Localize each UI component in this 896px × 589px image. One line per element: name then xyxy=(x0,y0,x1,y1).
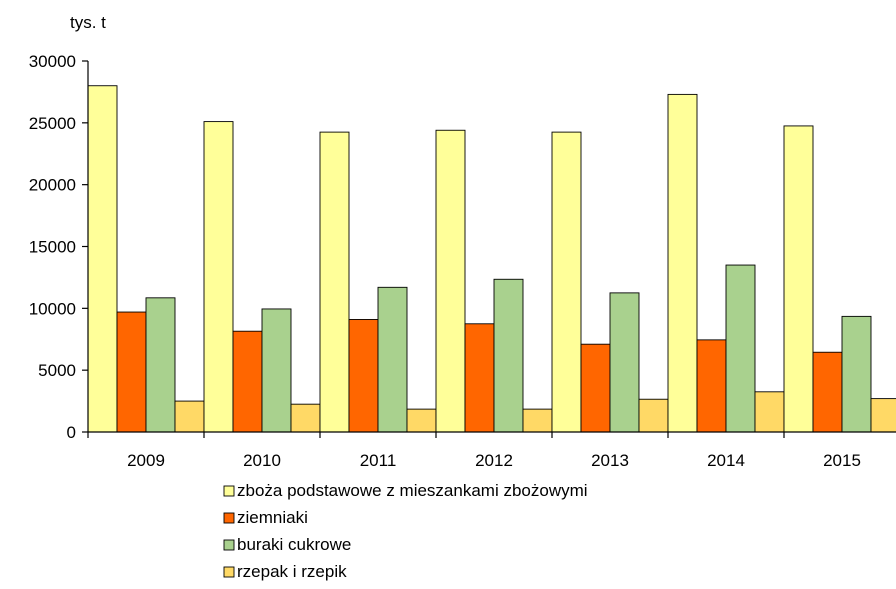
bars xyxy=(87,85,896,433)
bar-3-2009 xyxy=(145,297,176,433)
bar-2-2011 xyxy=(348,319,379,433)
y-tick-label: 15000 xyxy=(29,238,76,257)
bar-4-2012 xyxy=(522,408,553,433)
bar-3-2013 xyxy=(609,292,640,433)
bar-4-2015 xyxy=(870,398,896,433)
legend: zboża podstawowe z mieszankami zbożowymi… xyxy=(223,481,588,581)
legend-label: zboża podstawowe z mieszankami zbożowymi xyxy=(237,481,588,500)
bar-4-2013 xyxy=(638,398,669,433)
x-tick-labels: 2009 2010 2011 2012 2013 2014 2015 xyxy=(127,451,861,470)
x-tick-label: 2015 xyxy=(823,451,861,470)
y-tick-label: 25000 xyxy=(29,114,76,133)
x-tick-label: 2010 xyxy=(243,451,281,470)
x-tick-label: 2014 xyxy=(707,451,745,470)
bar-4-2010 xyxy=(290,403,321,433)
legend-label: ziemniaki xyxy=(237,508,308,527)
bar-4-2009 xyxy=(174,400,205,433)
bar-1-2009 xyxy=(87,85,118,433)
y-tick-label: 0 xyxy=(67,423,76,442)
legend-swatch xyxy=(223,485,235,497)
legend-label: rzepak i rzepik xyxy=(237,562,347,581)
axes xyxy=(82,60,896,438)
bar-3-2014 xyxy=(725,264,756,433)
legend-swatch xyxy=(223,539,235,551)
y-tick-labels: 0 5000 10000 15000 20000 25000 30000 xyxy=(29,52,76,442)
y-tick-label: 5000 xyxy=(38,361,76,380)
x-tick-label: 2009 xyxy=(127,451,165,470)
bar-4-2011 xyxy=(406,408,437,433)
legend-swatch xyxy=(223,566,235,578)
y-tick-label: 10000 xyxy=(29,299,76,318)
bar-2-2012 xyxy=(464,323,495,433)
x-tick-label: 2011 xyxy=(360,451,397,470)
x-tick-label: 2013 xyxy=(591,451,629,470)
bar-2-2013 xyxy=(580,343,611,433)
bar-3-2015 xyxy=(841,315,872,433)
bar-3-2010 xyxy=(261,308,292,433)
bar-1-2013 xyxy=(551,131,582,433)
bar-2-2010 xyxy=(232,330,263,433)
bar-4-2014 xyxy=(754,391,785,433)
bar-1-2015 xyxy=(783,125,814,433)
x-tick-label: 2012 xyxy=(475,451,513,470)
bar-2-2015 xyxy=(812,351,843,433)
bar-2-2009 xyxy=(116,311,147,433)
legend-label: buraki cukrowe xyxy=(237,535,351,554)
y-tick-label: 30000 xyxy=(29,52,76,71)
bar-2-2014 xyxy=(696,339,727,433)
bar-1-2011 xyxy=(319,131,350,433)
y-axis-unit-label: tys. t xyxy=(70,13,106,32)
bar-3-2011 xyxy=(377,286,408,433)
y-tick-label: 20000 xyxy=(29,176,76,195)
bar-3-2012 xyxy=(493,278,524,433)
legend-swatch xyxy=(223,512,235,524)
bar-1-2012 xyxy=(435,129,466,433)
bar-1-2010 xyxy=(203,121,234,433)
bar-1-2014 xyxy=(667,93,698,433)
